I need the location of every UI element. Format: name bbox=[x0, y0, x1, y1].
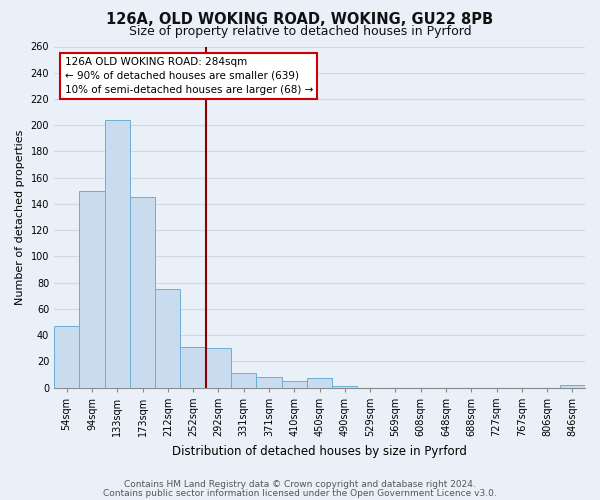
Bar bbox=[79, 191, 104, 388]
Bar bbox=[256, 377, 281, 388]
Bar bbox=[130, 198, 155, 388]
Text: Size of property relative to detached houses in Pyrford: Size of property relative to detached ho… bbox=[128, 25, 472, 38]
Text: 126A, OLD WOKING ROAD, WOKING, GU22 8PB: 126A, OLD WOKING ROAD, WOKING, GU22 8PB bbox=[106, 12, 494, 28]
Bar bbox=[281, 381, 307, 388]
Bar bbox=[104, 120, 130, 388]
Bar bbox=[181, 347, 206, 388]
Bar bbox=[332, 386, 358, 388]
Y-axis label: Number of detached properties: Number of detached properties bbox=[15, 130, 25, 305]
Text: Contains public sector information licensed under the Open Government Licence v3: Contains public sector information licen… bbox=[103, 488, 497, 498]
Text: Contains HM Land Registry data © Crown copyright and database right 2024.: Contains HM Land Registry data © Crown c… bbox=[124, 480, 476, 489]
X-axis label: Distribution of detached houses by size in Pyrford: Distribution of detached houses by size … bbox=[172, 444, 467, 458]
Bar bbox=[206, 348, 231, 388]
Bar bbox=[54, 326, 79, 388]
Text: 126A OLD WOKING ROAD: 284sqm
← 90% of detached houses are smaller (639)
10% of s: 126A OLD WOKING ROAD: 284sqm ← 90% of de… bbox=[65, 56, 313, 94]
Bar bbox=[307, 378, 332, 388]
Bar bbox=[560, 385, 585, 388]
Bar bbox=[155, 289, 181, 388]
Bar bbox=[231, 373, 256, 388]
